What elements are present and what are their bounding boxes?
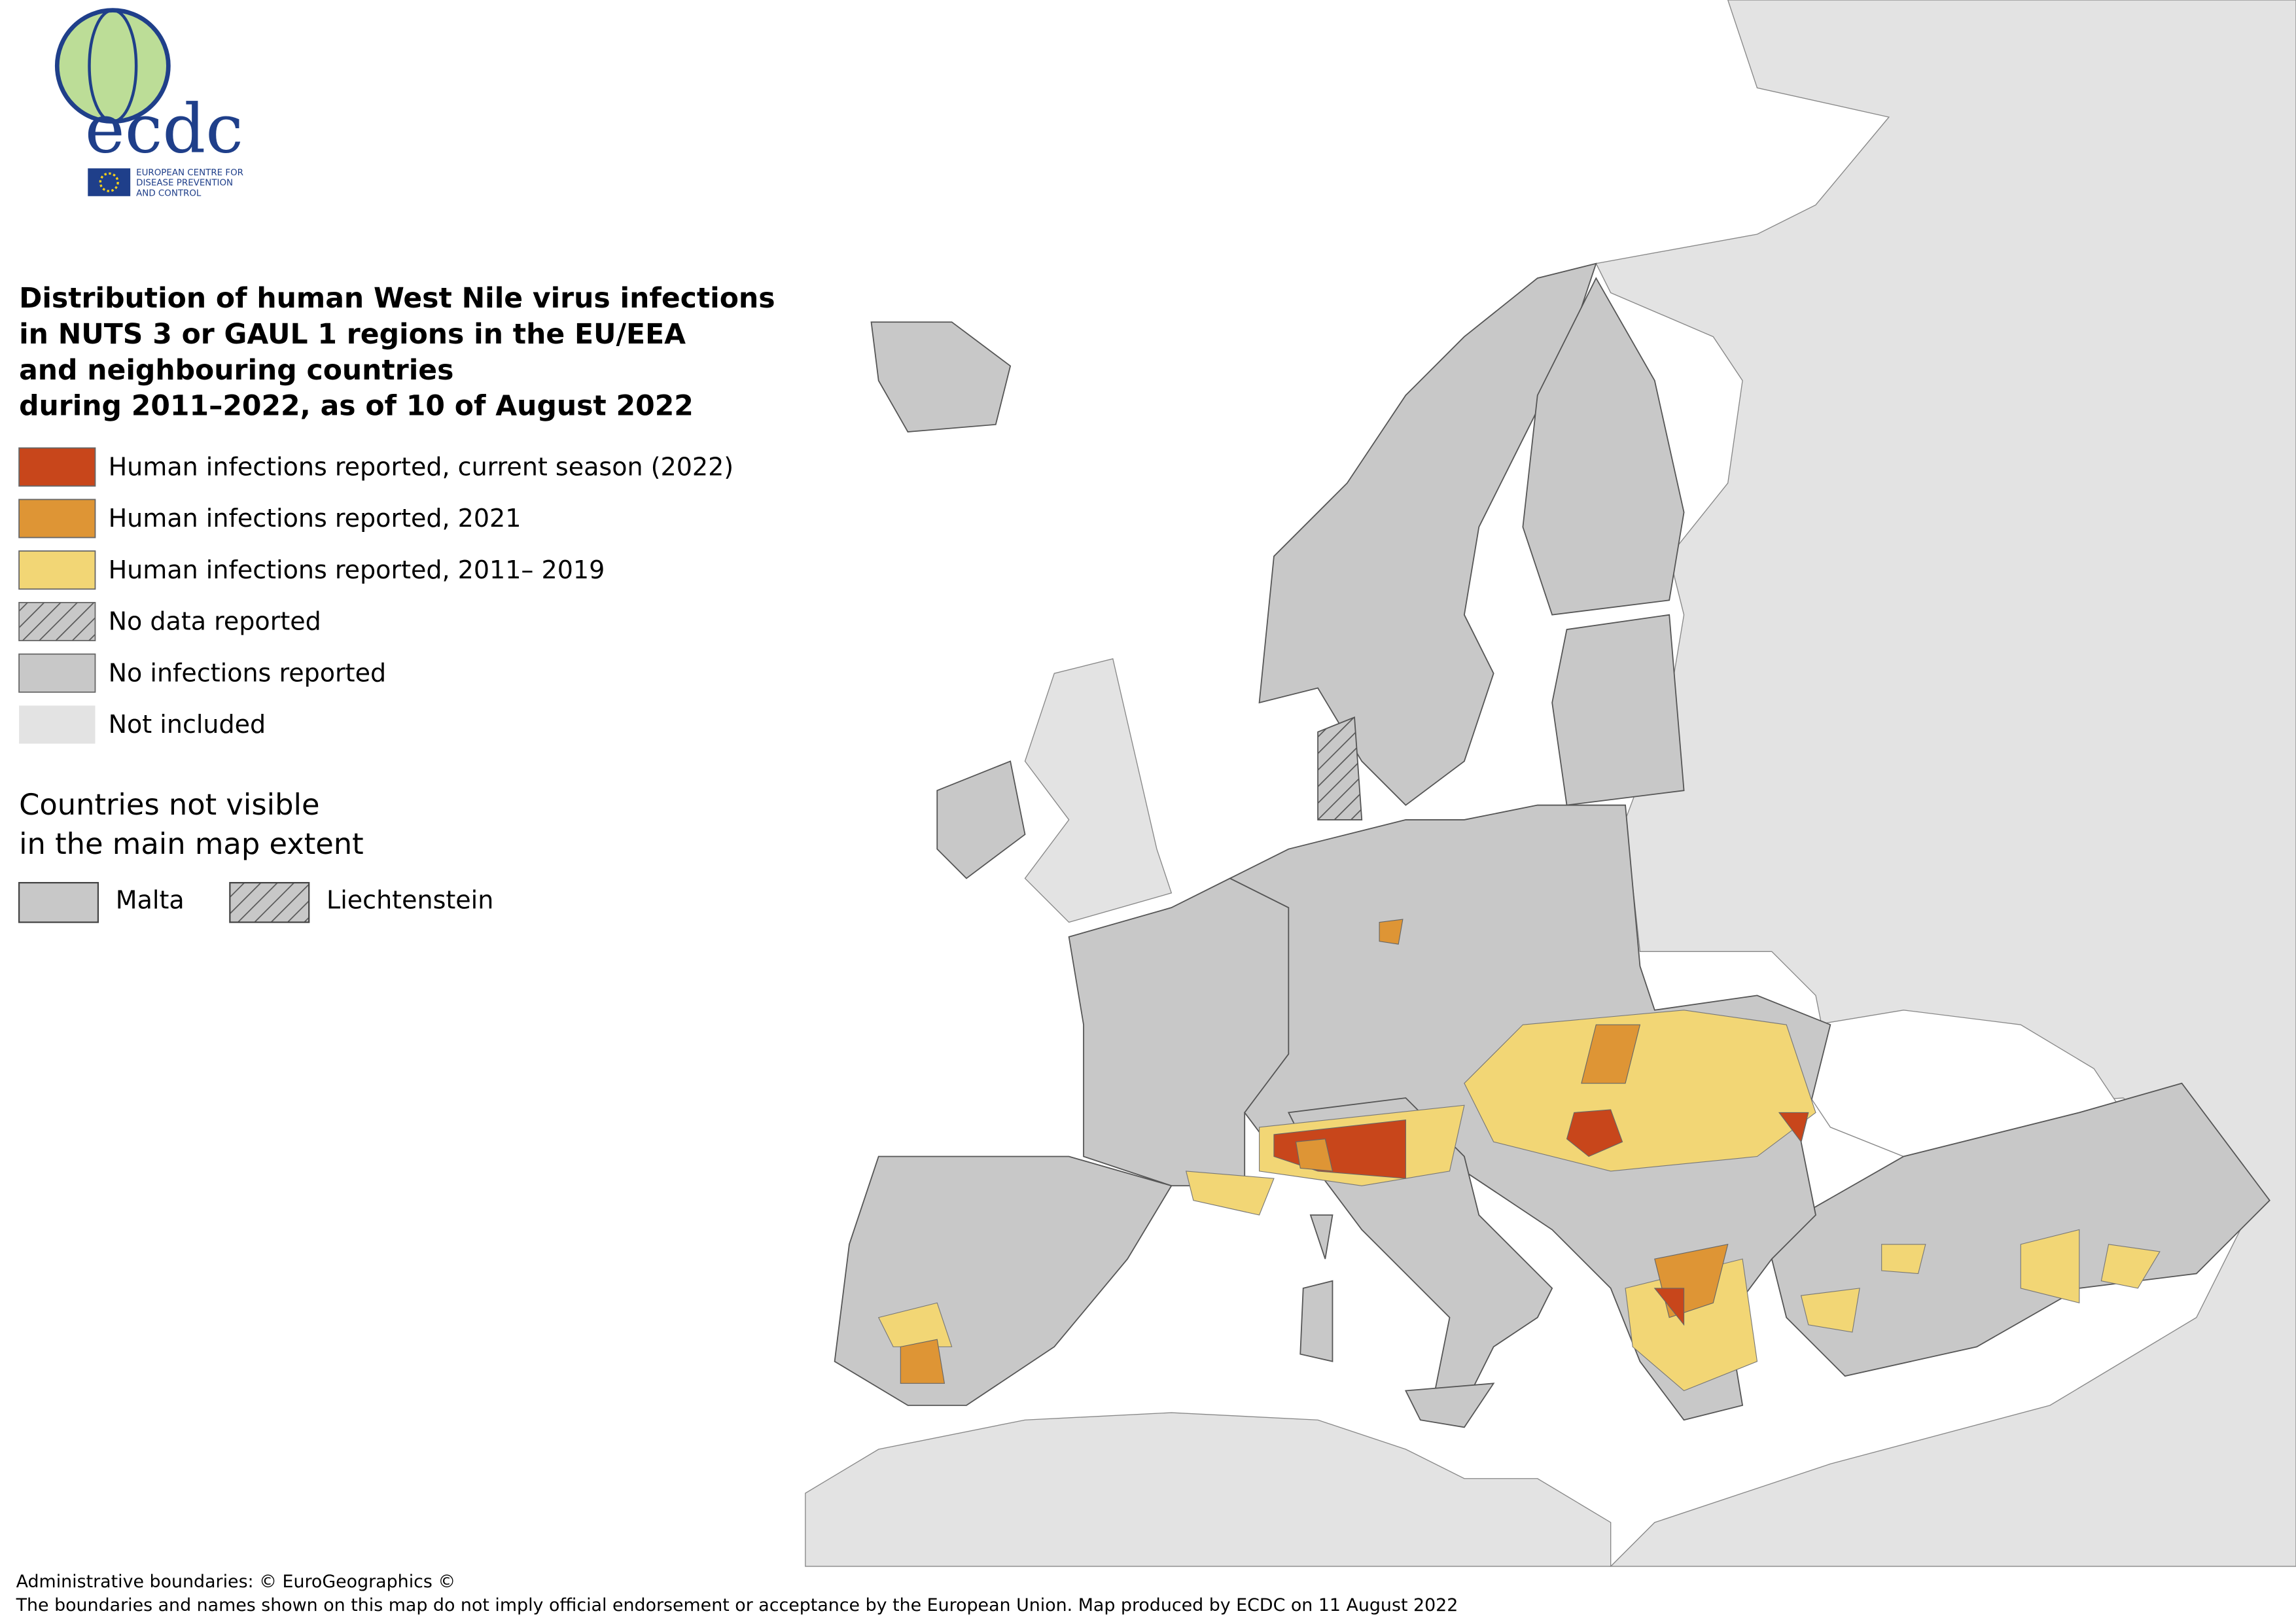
affected-region — [1566, 1109, 1623, 1157]
inset-swatch — [229, 882, 310, 923]
logo-wordmark: ecdc — [85, 90, 243, 169]
affected-region — [1653, 1288, 1685, 1326]
inset-swatch — [18, 882, 99, 923]
inset-heading: Countries not visible — [19, 787, 319, 822]
finland — [1522, 277, 1685, 616]
footer-note: The boundaries and names shown on this m… — [16, 1595, 1458, 1615]
affected-region — [900, 1339, 945, 1384]
east-region — [1595, 0, 2296, 1567]
sicily — [1404, 1383, 1495, 1428]
baltics — [1551, 614, 1685, 806]
legend-label: No data reported — [109, 607, 321, 636]
affected-region — [1581, 1024, 1641, 1084]
affected-region — [1295, 1138, 1333, 1172]
affected-region — [1800, 1288, 1860, 1333]
affected-region — [1185, 1171, 1275, 1216]
inset-label: Liechtenstein — [327, 886, 493, 915]
map-title: and neighbouring countries — [19, 355, 453, 387]
scandinavia — [1258, 262, 1597, 806]
map-title: Distribution of human West Nile virus in… — [19, 283, 775, 315]
denmark — [1317, 716, 1363, 820]
legend-swatch — [19, 705, 96, 744]
affected-region — [877, 1302, 953, 1347]
affected-region — [1464, 1010, 1816, 1172]
legend-swatch — [18, 550, 96, 590]
logo-agency: AND CONTROL — [136, 188, 202, 198]
affected-region — [1778, 1112, 1809, 1143]
logo: ecdc — [54, 8, 243, 196]
eu-stars — [99, 172, 119, 192]
map — [805, 0, 2296, 1567]
legend-label: Human infections reported, current seaso… — [109, 452, 734, 481]
inset-label: Malta — [116, 886, 185, 915]
affected-region — [2100, 1244, 2161, 1289]
inset-heading: in the main map extent — [19, 826, 364, 861]
affected-region — [1881, 1244, 1926, 1275]
united-kingdom — [1024, 658, 1173, 923]
map-title: during 2011–2022, as of 10 of August 202… — [19, 391, 694, 423]
affected-region — [2020, 1229, 2080, 1303]
legend-swatch — [18, 653, 96, 693]
logo-agency: EUROPEAN CENTRE FOR — [136, 168, 243, 178]
legend-swatch — [18, 447, 96, 487]
affected-region — [1379, 919, 1404, 945]
map-title: in NUTS 3 or GAUL 1 regions in the EU/EE… — [19, 319, 686, 351]
legend-label: Not included — [109, 710, 266, 739]
legend-swatch — [18, 499, 96, 538]
legend-label: Human infections reported, 2021 — [109, 504, 521, 533]
iceland — [870, 321, 1012, 432]
logo-agency: DISEASE PREVENTION — [136, 179, 233, 188]
legend-label: Human infections reported, 2011– 2019 — [109, 555, 605, 584]
logo-meridian — [88, 9, 138, 123]
sardinia — [1299, 1280, 1333, 1362]
legend-label: No infections reported — [109, 658, 387, 687]
legend-swatch — [18, 602, 96, 641]
footer-note: Administrative boundaries: © EuroGeograp… — [16, 1572, 456, 1592]
corsica — [1309, 1214, 1333, 1260]
ireland — [936, 760, 1026, 879]
logo-globe — [57, 10, 169, 122]
north-africa — [805, 1412, 1612, 1567]
